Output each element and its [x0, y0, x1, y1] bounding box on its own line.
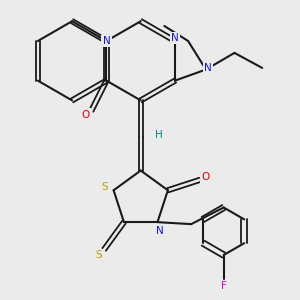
Text: N: N [171, 33, 179, 43]
Text: N: N [156, 226, 164, 236]
Text: N: N [103, 36, 110, 46]
Text: S: S [95, 250, 101, 260]
Text: O: O [202, 172, 210, 182]
Text: H: H [155, 130, 162, 140]
Text: O: O [81, 110, 89, 120]
Text: F: F [221, 281, 226, 291]
Text: N: N [204, 62, 212, 73]
Text: S: S [102, 182, 108, 192]
